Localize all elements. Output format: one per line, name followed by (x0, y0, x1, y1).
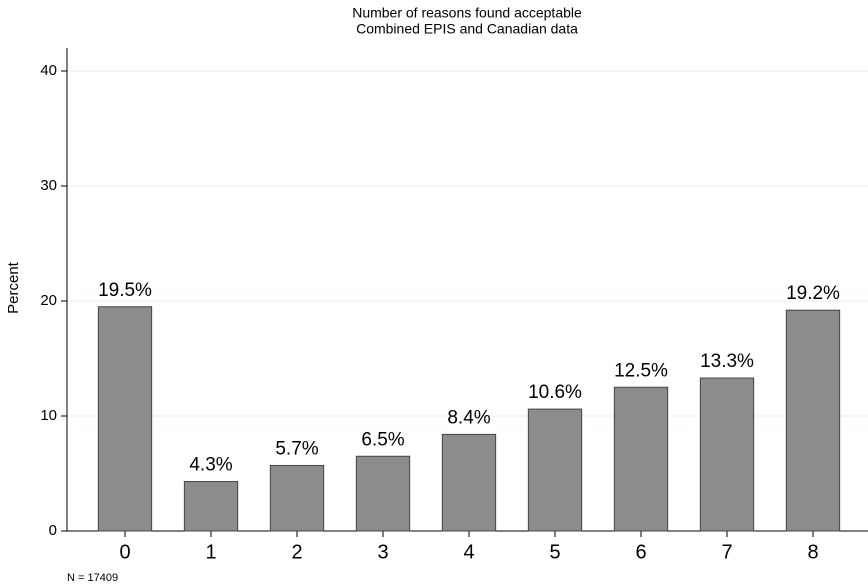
value-label: 8.4% (447, 407, 490, 428)
bar (355, 455, 411, 532)
x-tick-label: 3 (377, 541, 388, 563)
bar (613, 386, 669, 532)
value-label: 12.5% (614, 360, 668, 381)
bar (699, 377, 755, 532)
bar (441, 433, 497, 532)
bar (785, 309, 841, 532)
value-label: 13.3% (700, 351, 754, 372)
annotation: N = 17409 (67, 572, 118, 584)
bar (527, 408, 583, 532)
x-tick-label: 2 (291, 541, 302, 563)
y-tick-label: 30 (40, 177, 57, 194)
x-tick-label: 5 (549, 541, 560, 563)
x-tick-label: 4 (463, 541, 474, 563)
chart-title: Number of reasons found acceptable (352, 5, 582, 21)
y-tick-label: 20 (40, 292, 57, 309)
chart-subtitle: Combined EPIS and Canadian data (356, 21, 578, 37)
value-label: 6.5% (361, 429, 404, 450)
y-tick-label: 10 (40, 407, 57, 424)
x-tick-label: 6 (635, 541, 646, 563)
value-label: 19.2% (786, 283, 840, 304)
x-tick-label: 0 (119, 541, 130, 563)
value-label: 10.6% (528, 382, 582, 403)
x-tick-label: 7 (721, 541, 732, 563)
x-tick-label: 1 (205, 541, 216, 563)
value-label: 4.3% (189, 455, 232, 476)
bar (97, 306, 153, 532)
bar (269, 464, 325, 532)
x-tick-label: 8 (807, 541, 818, 563)
y-axis-label: Percent (5, 261, 22, 314)
value-label: 5.7% (275, 438, 318, 459)
value-label: 19.5% (98, 280, 152, 301)
bar (183, 481, 239, 532)
y-tick-label: 40 (40, 62, 57, 79)
y-tick-label: 0 (49, 522, 57, 539)
